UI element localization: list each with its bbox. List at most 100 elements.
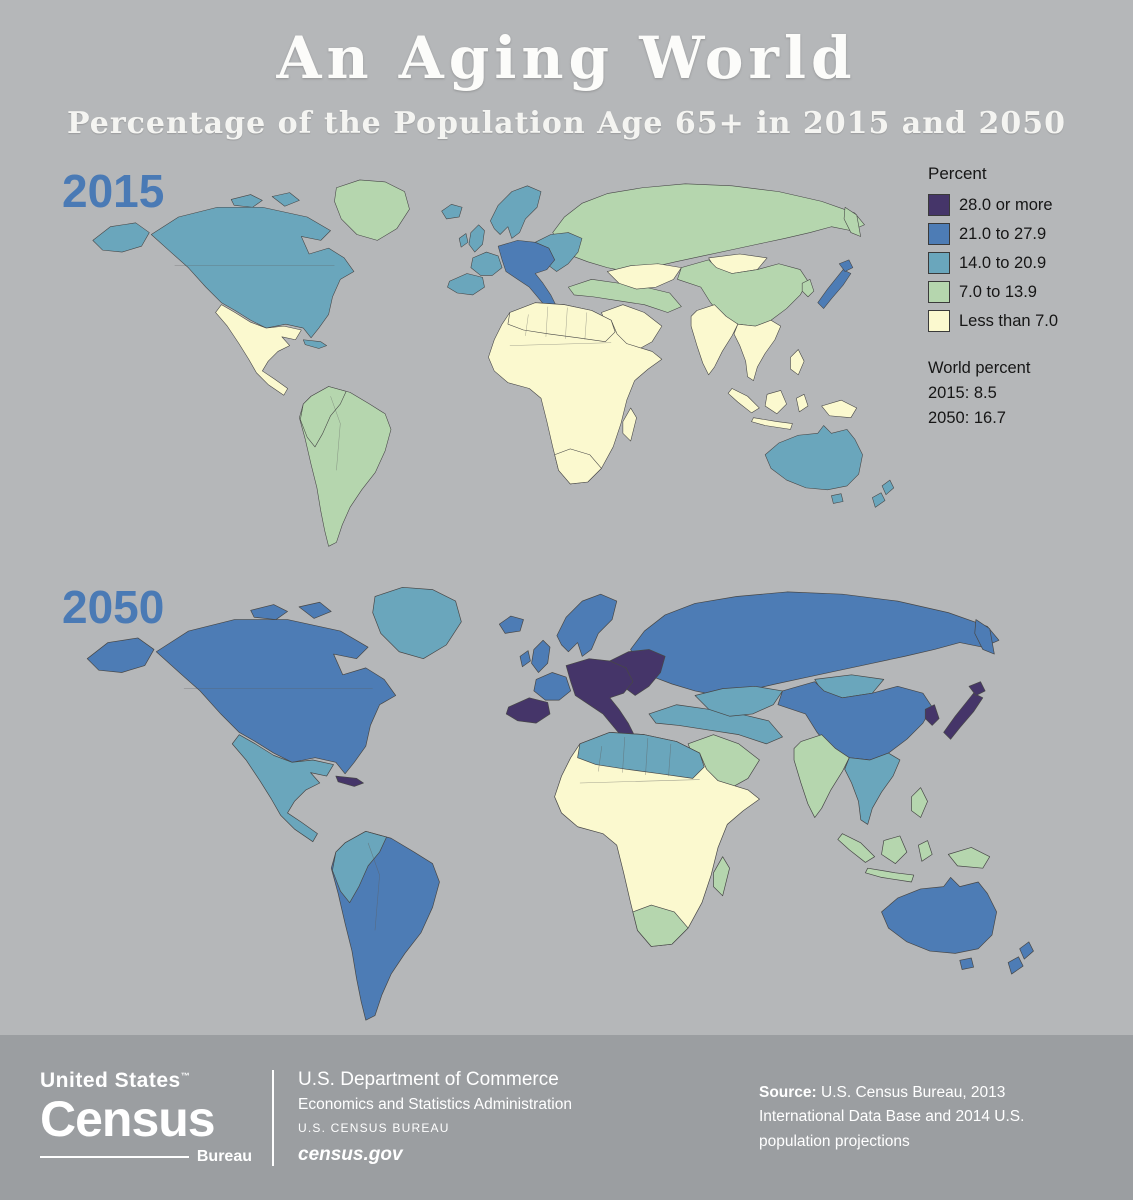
source-label: Source: — [759, 1084, 817, 1102]
region-alaska — [86, 637, 155, 673]
region-new-zealand-north — [1019, 941, 1034, 960]
region-tasmania — [831, 493, 844, 504]
region-cuba — [302, 339, 327, 349]
region-tasmania — [959, 957, 974, 970]
economics-statistics-admin: Economics and Statistics Administration — [298, 1096, 572, 1113]
legend: Percent 28.0 or more 21.0 to 27.9 14.0 t… — [928, 164, 1128, 430]
census-bureau-logo: United States™ Census Bureau — [40, 1069, 252, 1166]
legend-label: 7.0 to 13.9 — [959, 282, 1037, 301]
legend-swatch — [928, 281, 950, 303]
region-arctic-island-1 — [230, 194, 263, 208]
region-sumatra — [727, 388, 760, 414]
page-title: An Aging World — [276, 24, 857, 92]
region-kamchatka — [843, 206, 861, 237]
legend-label: 28.0 or more — [959, 195, 1053, 214]
world-map-svg — [86, 586, 1034, 1021]
world-map-svg — [92, 179, 895, 547]
region-great-britain — [531, 639, 551, 673]
region-africa — [488, 302, 663, 485]
region-central-asia — [694, 685, 783, 717]
source-text: U.S. Census Bureau, 2013 International D… — [759, 1084, 1025, 1150]
region-ireland — [519, 650, 531, 668]
region-borneo — [881, 835, 908, 864]
region-central-asia — [606, 263, 682, 290]
census-gov: census.gov — [298, 1144, 403, 1165]
footer: United States™ Census Bureau U.S. Depart… — [0, 1035, 1133, 1200]
region-central-europe — [497, 240, 557, 311]
region-scandinavia — [490, 185, 542, 239]
year-label-2050: 2050 — [62, 581, 165, 633]
region-new-zealand-south — [1007, 956, 1024, 975]
region-india — [690, 304, 739, 376]
commerce-block: U.S. Department of Commerce Economics an… — [298, 1069, 572, 1166]
region-cuba — [335, 775, 364, 787]
region-korea — [801, 279, 815, 298]
department-of-commerce: U.S. Department of Commerce — [298, 1069, 559, 1090]
legend-swatch — [928, 223, 950, 245]
region-madagascar — [713, 856, 730, 897]
region-scandinavia — [556, 593, 618, 657]
region-france — [470, 251, 503, 276]
region-russia — [552, 183, 865, 272]
trademark-symbol: ™ — [180, 1071, 191, 1082]
region-java — [751, 417, 793, 430]
region-java — [865, 867, 915, 883]
region-korea — [924, 704, 940, 726]
region-sulawesi — [918, 840, 933, 862]
region-southern-africa — [554, 448, 602, 485]
legend-swatch — [928, 310, 950, 332]
region-japan-honshu — [817, 269, 852, 309]
region-southeast-asia — [844, 752, 901, 825]
region-sulawesi — [796, 394, 809, 413]
region-india — [793, 734, 850, 818]
legend-label: Less than 7.0 — [959, 311, 1059, 330]
region-arctic-island-2 — [298, 601, 332, 619]
world-percent-heading: World percent — [928, 359, 1031, 377]
region-ireland — [458, 233, 469, 248]
region-africa — [554, 732, 760, 947]
world-map-2050 — [78, 585, 1068, 1034]
region-iberia — [505, 697, 551, 724]
region-south-america-northwest — [332, 831, 387, 904]
region-greenland — [372, 586, 462, 660]
region-iceland — [498, 615, 524, 634]
region-china — [677, 259, 809, 327]
region-great-britain — [468, 224, 485, 253]
legend-row: Less than 7.0 — [928, 310, 1128, 332]
region-arctic-island-2 — [271, 192, 300, 207]
region-australia — [764, 425, 863, 491]
region-philippines — [911, 787, 928, 818]
region-southeast-asia — [733, 319, 782, 381]
region-new-zealand-north — [881, 479, 895, 495]
region-new-guinea — [947, 847, 991, 869]
legend-swatch — [928, 194, 950, 216]
logo-rule — [40, 1155, 189, 1158]
region-iceland — [441, 204, 463, 220]
world-percent-2050: 2050: 16.7 — [928, 408, 1006, 427]
legend-title: Percent — [928, 164, 987, 183]
region-north-america — [155, 619, 397, 775]
region-new-zealand-south — [872, 492, 886, 508]
year-label-2015: 2015 — [62, 165, 165, 217]
world-percent-2015: 2015: 8.5 — [928, 383, 997, 402]
legend-row: 21.0 to 27.9 — [928, 223, 1128, 245]
logo-united-states-text: United States — [40, 1069, 181, 1093]
region-mexico-central-america — [231, 734, 334, 843]
region-france — [533, 672, 572, 701]
region-japan-honshu — [943, 692, 984, 740]
region-central-europe — [565, 658, 636, 742]
logo-census: Census — [40, 1091, 216, 1148]
country-borders — [174, 265, 612, 471]
region-japan-hokkaido — [838, 259, 854, 272]
world-percent-block: World percent 2015: 8.5 2050: 16.7 — [928, 356, 1128, 430]
region-turkey-iran — [648, 704, 783, 745]
region-mexico-central-america — [215, 304, 302, 396]
region-north-america — [150, 206, 355, 339]
region-philippines — [790, 349, 805, 376]
region-borneo — [764, 390, 787, 415]
region-sumatra — [837, 833, 875, 863]
legend-label: 14.0 to 20.9 — [959, 253, 1047, 272]
region-japan-hokkaido — [968, 681, 986, 696]
region-turkey-iran — [568, 279, 682, 313]
